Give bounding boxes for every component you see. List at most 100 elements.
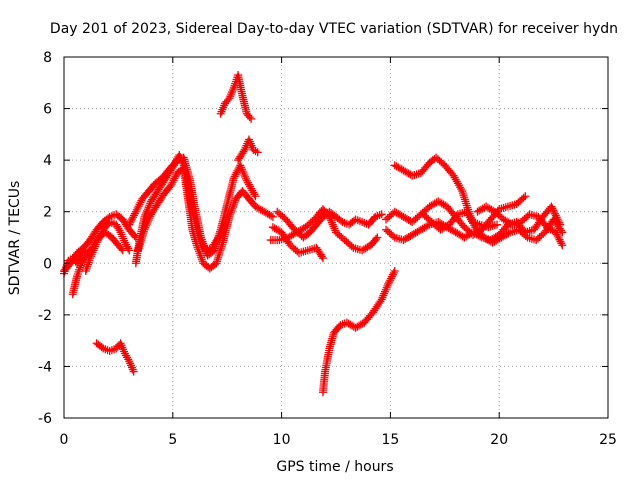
series-arc-6	[133, 163, 277, 273]
data-point	[330, 224, 339, 233]
data-point	[381, 285, 390, 294]
data-point	[317, 252, 326, 261]
series-arc-11	[266, 205, 382, 255]
data-point	[89, 246, 98, 255]
data-point	[547, 202, 556, 211]
data-point	[115, 226, 124, 235]
data-point	[551, 228, 560, 237]
data-point	[117, 244, 126, 253]
data-point	[229, 202, 238, 211]
data-point	[143, 218, 152, 227]
data-point	[387, 274, 396, 283]
data-point	[230, 172, 239, 181]
data-point	[92, 238, 101, 247]
data-point	[329, 222, 338, 231]
data-point	[327, 218, 336, 227]
data-point	[521, 192, 530, 201]
y-tick-label: -6	[38, 411, 52, 427]
data-point	[558, 241, 567, 250]
data-point	[86, 252, 95, 261]
series-arc-19	[60, 246, 90, 278]
series-arc-3	[81, 218, 134, 276]
data-point	[232, 168, 241, 177]
x-tick-label: 0	[60, 432, 69, 448]
data-point	[549, 206, 558, 215]
data-point	[253, 148, 262, 157]
data-point	[197, 255, 206, 264]
data-point	[131, 207, 140, 216]
data-point	[554, 233, 563, 242]
data-point	[326, 214, 335, 223]
x-tick-label: 25	[599, 432, 617, 448]
series-arc-7	[125, 150, 230, 255]
data-point	[267, 211, 276, 220]
data-point	[146, 212, 155, 221]
data-point	[218, 226, 227, 235]
data-point	[140, 225, 149, 234]
data-point	[144, 203, 153, 212]
data-point	[196, 251, 205, 260]
data-point	[229, 200, 238, 209]
data-point	[93, 236, 102, 245]
data-point	[86, 254, 95, 263]
data-point	[380, 287, 389, 296]
data-point	[95, 233, 104, 242]
data-point	[88, 248, 97, 257]
data-point	[87, 250, 96, 259]
data-point	[97, 229, 106, 238]
data-point	[144, 216, 153, 225]
plot-frame	[63, 56, 609, 419]
data-point	[80, 248, 89, 257]
axis-layer: 0 5 10 15 20 25 -6 -4 -2 0 2 4 6 8	[38, 50, 617, 448]
data-point	[195, 235, 204, 244]
data-point	[325, 212, 334, 221]
y-tick-label: 6	[43, 102, 52, 118]
data-point	[214, 253, 223, 262]
data-point	[247, 114, 256, 123]
data-point	[169, 176, 178, 185]
data-point	[129, 367, 138, 376]
data-point	[214, 233, 223, 242]
data-point	[195, 249, 204, 258]
data-point	[328, 220, 337, 229]
data-point	[198, 240, 207, 249]
data-point	[133, 204, 142, 213]
data-point	[245, 113, 254, 122]
data-point	[145, 201, 154, 210]
data-point	[136, 198, 145, 207]
y-tick-label: -2	[38, 308, 52, 324]
data-point	[318, 254, 327, 263]
data-point	[91, 240, 100, 249]
data-point	[129, 213, 138, 222]
data-point	[553, 232, 562, 241]
data-point	[225, 212, 234, 221]
series-arc-13	[318, 267, 399, 397]
y-tick-label: 2	[43, 205, 52, 221]
data-point	[548, 204, 557, 213]
series-arc-4	[92, 339, 138, 376]
data-point	[373, 233, 382, 242]
data-point	[197, 253, 206, 262]
data-point	[493, 220, 502, 229]
data-point	[226, 210, 235, 219]
x-axis-label: GPS time / hours	[276, 459, 393, 475]
data-point	[126, 218, 135, 227]
data-point	[462, 199, 471, 208]
data-point	[142, 219, 151, 228]
data-point	[550, 209, 559, 218]
data-point	[377, 295, 386, 304]
data-point	[194, 247, 203, 256]
data-point	[216, 229, 225, 238]
series-arc-18	[473, 202, 567, 250]
data-point	[128, 215, 137, 224]
data-point	[504, 229, 513, 238]
data-point	[237, 165, 246, 174]
data-point	[552, 230, 561, 239]
data-point	[557, 226, 566, 235]
data-point	[229, 174, 238, 183]
data-layer	[60, 71, 567, 397]
y-tick-label: 4	[43, 153, 52, 169]
data-point	[236, 161, 245, 170]
x-tick-label: 20	[490, 432, 508, 448]
data-point	[557, 239, 566, 248]
